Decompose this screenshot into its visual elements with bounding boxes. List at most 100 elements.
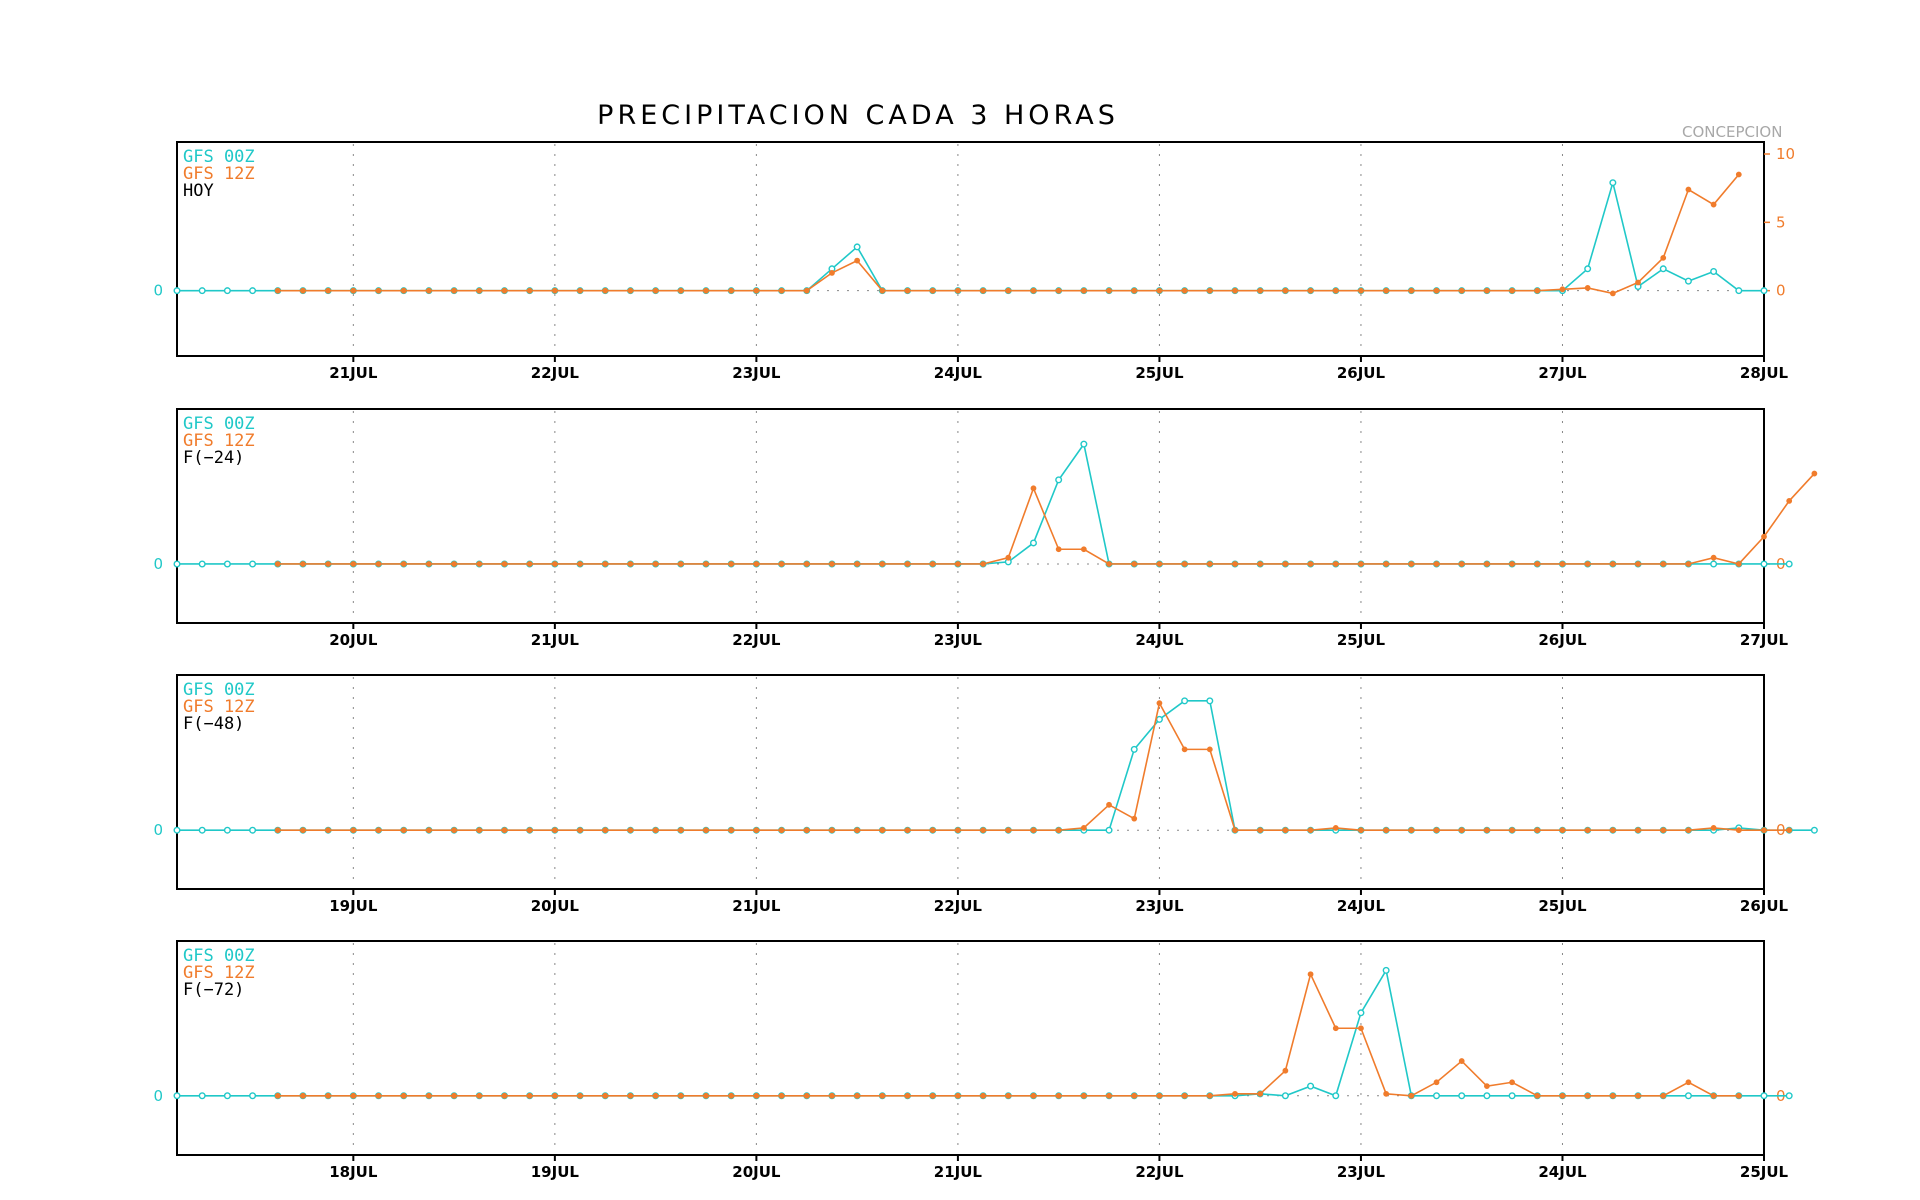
data-point-gfs-00z [198, 287, 206, 295]
data-point-gfs-12z [1055, 1092, 1062, 1099]
data-point-gfs-12z [728, 1092, 735, 1099]
data-point-gfs-12z [703, 287, 709, 294]
data-point-gfs-12z [451, 561, 457, 567]
data-point-gfs-12z [1055, 827, 1062, 834]
x-tick-label: 24JUL [934, 364, 983, 382]
y-left-tick-label: 0 [153, 282, 163, 300]
data-point-gfs-12z [854, 827, 861, 834]
data-point-gfs-12z [1332, 825, 1339, 831]
data-point-gfs-12z [1131, 815, 1138, 822]
data-point-gfs-12z [854, 1092, 861, 1099]
data-point-gfs-12z [1609, 290, 1616, 297]
x-tick-label: 25JUL [1740, 1163, 1789, 1181]
data-point-gfs-12z [1584, 827, 1591, 834]
panel-frame [176, 674, 1765, 890]
data-point-gfs-12z [1433, 1079, 1440, 1086]
data-point-gfs-12z [1660, 561, 1667, 567]
data-point-gfs-12z [904, 1092, 911, 1099]
x-tick-label: 25JUL [1337, 631, 1386, 649]
data-point-gfs-12z [1408, 1092, 1415, 1099]
data-point-gfs-12z [904, 827, 911, 834]
data-point-gfs-00z [1281, 1092, 1289, 1100]
data-point-gfs-12z [1282, 827, 1289, 834]
data-point-gfs-12z [803, 827, 810, 834]
data-point-gfs-12z [1685, 827, 1692, 834]
data-point-gfs-12z [1030, 287, 1037, 294]
data-point-gfs-12z [1735, 827, 1742, 834]
data-point-gfs-12z [1232, 287, 1238, 294]
panel-label: HOY [183, 181, 214, 201]
data-point-gfs-12z [1584, 561, 1591, 567]
data-point-gfs-00z [1458, 1092, 1466, 1100]
x-tick-label: 20JUL [732, 1163, 781, 1181]
panel-label: F(−72) [183, 980, 244, 1000]
data-point-gfs-12z [1685, 1079, 1692, 1086]
data-point-gfs-12z [1055, 287, 1062, 294]
data-point-gfs-12z [1609, 1092, 1616, 1099]
series-line-gfs-12z [277, 473, 1815, 565]
data-point-gfs-12z [577, 561, 583, 567]
x-tick-label: 26JUL [1538, 631, 1587, 649]
x-tick-label: 26JUL [1740, 897, 1789, 915]
data-point-gfs-12z [602, 561, 609, 567]
data-point-gfs-00z [223, 287, 231, 295]
data-point-gfs-12z [1635, 827, 1641, 834]
data-point-gfs-12z [1156, 561, 1163, 567]
panel-label: F(−24) [183, 448, 244, 468]
data-point-gfs-12z [1181, 1092, 1188, 1099]
station-label: CONCEPCION [1682, 123, 1782, 141]
data-point-gfs-12z [980, 561, 986, 567]
x-tick-label: 20JUL [531, 897, 580, 915]
data-point-gfs-12z [375, 561, 382, 567]
x-tick-label: 22JUL [1135, 1163, 1184, 1181]
data-point-gfs-12z [602, 1092, 609, 1099]
x-tick-label: 18JUL [329, 1163, 378, 1181]
data-point-gfs-12z [400, 827, 407, 834]
data-point-gfs-12z [1458, 561, 1465, 567]
data-point-gfs-12z [829, 1092, 835, 1099]
data-point-gfs-12z [375, 827, 382, 834]
data-point-gfs-00z [1584, 265, 1592, 273]
data-point-gfs-12z [426, 1092, 432, 1099]
data-point-gfs-12z [1635, 561, 1641, 567]
data-point-gfs-12z [803, 287, 810, 294]
y-right-tick-label: 10 [1776, 145, 1795, 163]
data-point-gfs-12z [1584, 1092, 1591, 1099]
data-point-gfs-12z [955, 287, 961, 294]
data-point-gfs-12z [1358, 827, 1364, 834]
data-point-gfs-12z [1080, 1092, 1087, 1099]
data-point-gfs-12z [1786, 827, 1793, 834]
data-point-gfs-12z [652, 827, 659, 834]
data-point-gfs-12z [1534, 827, 1541, 834]
data-point-gfs-12z [1660, 827, 1667, 834]
data-point-gfs-12z [274, 561, 281, 567]
data-point-gfs-12z [829, 270, 835, 276]
data-point-gfs-00z [1810, 826, 1818, 834]
x-tick-label: 24JUL [1538, 1163, 1587, 1181]
data-point-gfs-12z [1080, 546, 1087, 553]
data-point-gfs-00z [249, 1092, 257, 1100]
data-point-gfs-00z [1609, 179, 1617, 187]
data-point-gfs-12z [1131, 561, 1138, 567]
x-tick-label: 20JUL [329, 631, 378, 649]
data-point-gfs-00z [1508, 1092, 1516, 1100]
data-point-gfs-12z [879, 287, 886, 294]
data-point-gfs-12z [955, 1092, 961, 1099]
data-point-gfs-12z [1206, 1092, 1213, 1099]
data-point-gfs-12z [929, 561, 936, 567]
data-point-gfs-00z [1433, 1092, 1441, 1100]
data-point-gfs-12z [1509, 1079, 1515, 1086]
data-point-gfs-12z [879, 1092, 886, 1099]
data-point-gfs-12z [1282, 1067, 1289, 1074]
legend-entry-gfs-12z: GFS 12Z [183, 164, 255, 184]
x-tick-label: 19JUL [329, 897, 378, 915]
data-point-gfs-00z [1760, 1092, 1768, 1100]
data-point-gfs-12z [778, 561, 785, 567]
data-point-gfs-12z [703, 1092, 709, 1099]
data-point-gfs-12z [1433, 827, 1440, 834]
data-point-gfs-12z [728, 827, 735, 834]
data-point-gfs-12z [829, 827, 835, 834]
data-point-gfs-12z [501, 827, 508, 834]
